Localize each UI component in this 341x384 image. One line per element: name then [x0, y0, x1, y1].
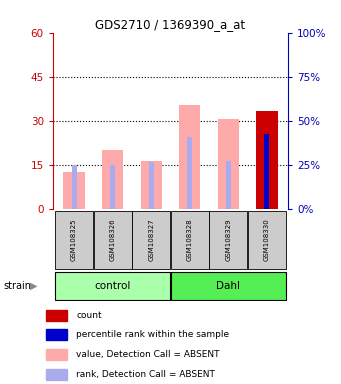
Text: Dahl: Dahl	[216, 281, 240, 291]
Bar	[93, 210, 132, 270]
Text: GSM108328: GSM108328	[187, 218, 193, 262]
Bar	[218, 119, 239, 209]
Bar	[110, 164, 115, 209]
Bar	[46, 349, 67, 360]
Text: percentile rank within the sample: percentile rank within the sample	[76, 330, 229, 339]
Text: GSM108329: GSM108329	[225, 218, 231, 262]
Bar	[256, 111, 278, 209]
Bar	[179, 105, 201, 209]
Text: GSM108326: GSM108326	[110, 218, 116, 262]
Bar	[264, 134, 269, 209]
Bar	[226, 161, 231, 209]
Bar	[149, 162, 154, 209]
Bar	[171, 210, 209, 270]
Text: strain: strain	[3, 281, 31, 291]
Bar	[132, 210, 170, 270]
Bar	[102, 151, 123, 209]
Bar	[46, 310, 67, 321]
Bar	[72, 165, 77, 209]
Text: GSM108330: GSM108330	[264, 218, 270, 262]
Bar	[248, 210, 286, 270]
Text: rank, Detection Call = ABSENT: rank, Detection Call = ABSENT	[76, 370, 215, 379]
Bar	[55, 210, 93, 270]
Bar	[46, 329, 67, 340]
Text: control: control	[94, 281, 131, 291]
Text: ▶: ▶	[30, 281, 38, 291]
Text: GSM108327: GSM108327	[148, 218, 154, 262]
Text: value, Detection Call = ABSENT: value, Detection Call = ABSENT	[76, 350, 220, 359]
Bar	[209, 210, 248, 270]
Text: count: count	[76, 311, 102, 319]
Bar	[171, 272, 286, 300]
Bar	[46, 369, 67, 380]
Bar	[256, 111, 278, 209]
Bar	[140, 161, 162, 209]
Bar	[63, 172, 85, 209]
Bar	[55, 272, 170, 300]
Title: GDS2710 / 1369390_a_at: GDS2710 / 1369390_a_at	[95, 18, 246, 31]
Bar	[187, 137, 192, 209]
Text: GSM108325: GSM108325	[71, 219, 77, 261]
